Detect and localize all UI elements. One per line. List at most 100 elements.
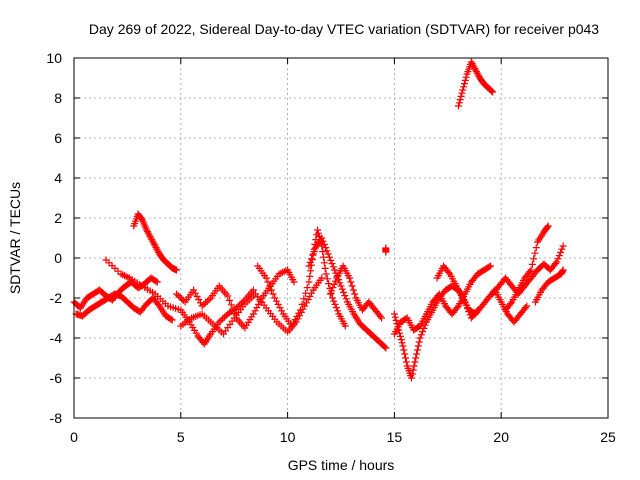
data-point xyxy=(507,300,515,308)
data-point xyxy=(224,292,232,300)
data-point xyxy=(147,234,155,242)
data-point xyxy=(336,279,344,287)
series-p043-track-i xyxy=(326,262,386,322)
data-point xyxy=(148,236,156,244)
data-point xyxy=(523,302,531,310)
data-point xyxy=(178,295,186,303)
series-p043-track-b xyxy=(72,290,176,324)
data-point xyxy=(300,295,308,303)
data-point xyxy=(151,242,159,250)
y-tick-label: 10 xyxy=(46,50,62,66)
data-point xyxy=(544,222,552,230)
data-point xyxy=(295,309,303,317)
data-point xyxy=(153,278,161,286)
data-point xyxy=(338,285,346,293)
data-point xyxy=(308,255,316,263)
data-point xyxy=(488,87,496,95)
data-point xyxy=(346,274,354,282)
x-tick-label: 0 xyxy=(70,429,78,445)
plot-frame xyxy=(73,57,609,419)
ticks: 0 5 10 15 20 25 -8 -6 -4 -2 0 2 4 6 8 10 xyxy=(46,50,616,445)
data-point xyxy=(303,284,311,292)
data-point xyxy=(392,316,400,324)
data-point xyxy=(117,270,125,278)
data-point xyxy=(322,244,330,252)
data-point xyxy=(558,245,566,253)
x-tick-label: 10 xyxy=(280,429,296,445)
data-point xyxy=(249,310,257,318)
data-point xyxy=(154,300,162,308)
data-point xyxy=(543,223,551,231)
data-point xyxy=(347,278,355,286)
data-point xyxy=(328,287,336,295)
x-tick-label: 20 xyxy=(493,429,509,445)
data-point xyxy=(351,290,359,298)
data-point xyxy=(462,73,470,81)
data-point xyxy=(348,282,356,290)
data-point xyxy=(459,86,467,94)
y-tick-label: -8 xyxy=(50,410,63,426)
data-point xyxy=(282,267,290,275)
data-point xyxy=(341,292,349,300)
data-point xyxy=(253,304,261,312)
data-point xyxy=(226,296,234,304)
series-p043-track-f xyxy=(177,274,326,338)
data-point xyxy=(454,102,462,110)
data-point xyxy=(227,301,235,309)
data-point xyxy=(249,286,257,294)
data-point xyxy=(322,270,330,278)
data-point xyxy=(280,268,288,276)
data-point xyxy=(349,286,357,294)
data-point xyxy=(396,329,404,337)
data-point xyxy=(167,315,175,323)
data-point xyxy=(323,247,331,255)
data-point xyxy=(293,312,301,320)
data-point xyxy=(251,307,259,315)
data-point xyxy=(554,255,562,263)
data-point xyxy=(328,260,336,268)
data-point xyxy=(559,242,567,250)
data-point xyxy=(323,275,331,283)
data-point xyxy=(296,306,304,314)
data-point xyxy=(288,322,296,330)
data-point xyxy=(302,289,310,297)
data-point xyxy=(120,272,128,280)
data-point xyxy=(331,277,339,285)
data-point xyxy=(272,297,280,305)
data-point xyxy=(472,68,480,76)
data-point xyxy=(318,274,326,282)
data-point xyxy=(173,266,181,274)
data-point xyxy=(320,240,328,248)
data-point xyxy=(420,324,428,332)
data-point xyxy=(217,316,225,324)
data-point xyxy=(382,344,390,352)
data-point xyxy=(314,229,322,237)
data-point xyxy=(528,260,536,268)
data-point xyxy=(191,289,199,297)
data-point xyxy=(318,234,326,242)
data-point xyxy=(146,232,154,240)
data-point xyxy=(330,297,338,305)
data-point xyxy=(193,292,201,300)
data-point xyxy=(143,226,151,234)
data-point xyxy=(419,328,427,336)
data-point xyxy=(381,343,389,351)
data-point xyxy=(489,88,497,96)
data-point xyxy=(457,92,465,100)
data-point xyxy=(327,256,335,264)
data-point xyxy=(271,294,279,302)
data-point xyxy=(421,321,429,329)
data-point xyxy=(215,318,223,326)
data-point xyxy=(402,354,410,362)
y-tick-label: 4 xyxy=(54,170,62,186)
grid xyxy=(74,58,608,418)
data-point xyxy=(342,295,350,303)
data-point xyxy=(267,286,275,294)
data-point xyxy=(319,248,327,256)
data-point xyxy=(487,262,495,270)
data-point xyxy=(331,300,339,308)
data-point xyxy=(334,307,342,315)
data-point xyxy=(173,290,181,298)
data-point xyxy=(269,290,277,298)
data-point xyxy=(304,296,312,304)
